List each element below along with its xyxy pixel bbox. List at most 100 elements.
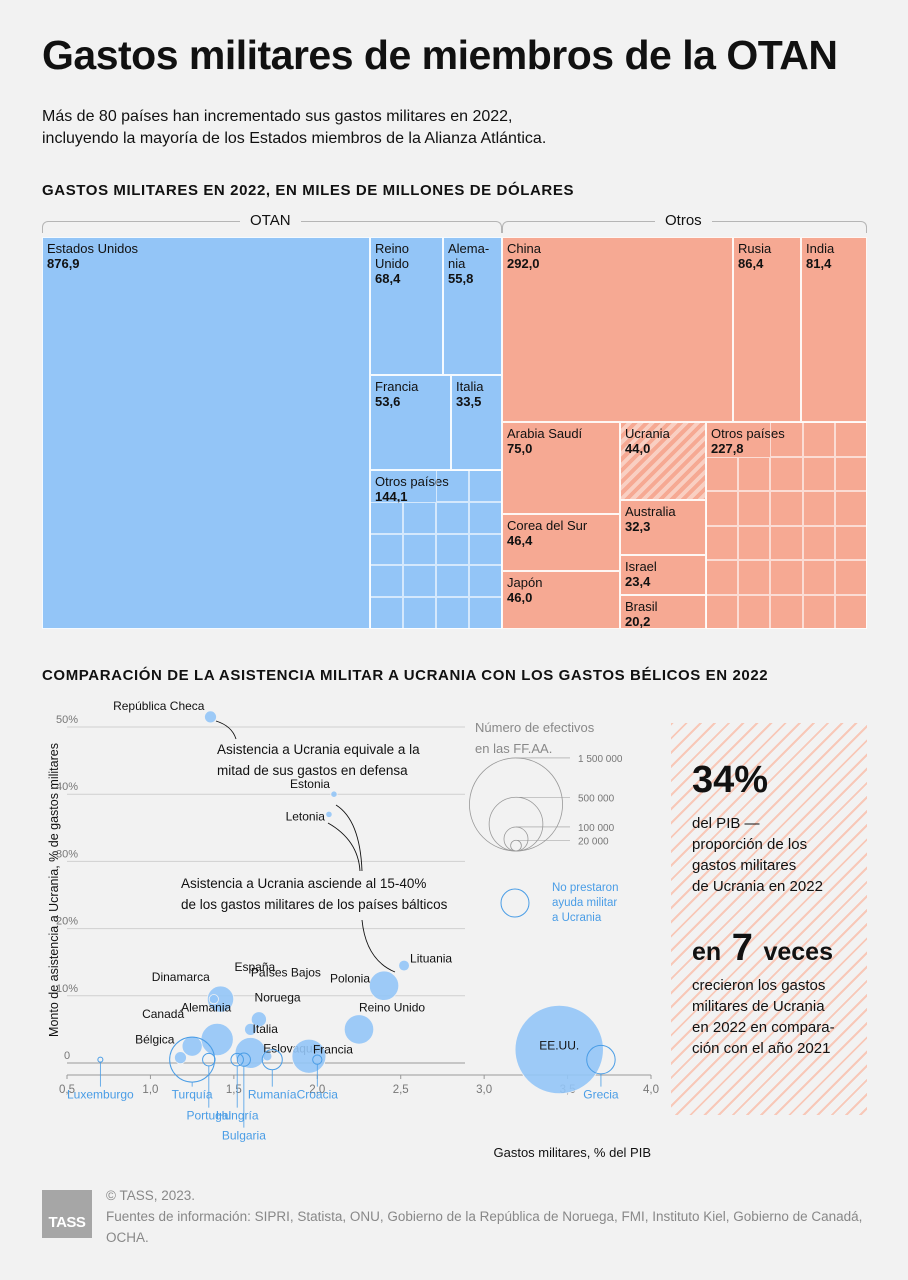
x-tick-label: 1,0 [142, 1084, 158, 1096]
data-point [398, 959, 410, 972]
no-aid-point [202, 1052, 216, 1067]
x-tick-label: 1,5 [226, 1084, 242, 1096]
legend-size-circle [510, 839, 522, 852]
y-tick-label: 40% [56, 781, 78, 793]
x-tick-label: 2,0 [309, 1084, 325, 1096]
treemap-subcell-nato [436, 470, 469, 502]
treemap-title: GASTOS MILITARES EN 2022, EN MILES DE MI… [42, 182, 575, 199]
treemap-cell-france: Francia 53,6 [370, 375, 451, 470]
treemap-subcell-others [802, 560, 835, 595]
treemap-subcell-nato [436, 533, 469, 566]
treemap-cell-germany: Alema-nia 55,8 [443, 237, 502, 375]
point-label: Reino Unido [359, 1000, 425, 1014]
legend-title: en las FF.AA. [475, 741, 552, 756]
no-aid-label: Turquía [172, 1088, 213, 1102]
point-label: Italia [253, 1022, 279, 1036]
data-point [244, 1022, 257, 1036]
treemap-cell-australia: Australia 32,3 [620, 500, 706, 555]
treemap-cell-italy: Italia 33,5 [451, 375, 502, 470]
data-point [330, 790, 338, 798]
y-tick-label: 30% [56, 848, 78, 860]
treemap-subcell-others [738, 560, 771, 595]
treemap-subcell-nato [370, 597, 403, 629]
data-point [206, 985, 235, 1013]
legend-title: Número de efectivos [475, 720, 595, 735]
treemap-subcell-others [802, 456, 835, 491]
treemap-subcell-others [738, 525, 771, 560]
no-aid-label: Rumanía [248, 1088, 297, 1102]
ukraine-callout: 34% del PIB — proporción de los gastos m… [671, 723, 867, 1115]
legend-size-circle [488, 796, 544, 852]
legend-size-label: 500 000 [578, 793, 615, 804]
stat1-text: del PIB — proporción de los gastos milit… [692, 813, 862, 897]
point-label: Letonia [286, 809, 326, 823]
treemap-subcell-others [706, 560, 739, 595]
annotation-arrow [327, 822, 361, 872]
y-axis-title: Monto de asistencia a Ucrania, % de gast… [47, 743, 61, 1037]
data-point [174, 1051, 187, 1065]
treemap-subcell-nato [403, 565, 436, 598]
treemap-subcell-others [834, 456, 867, 491]
spending-treemap: Estados Unidos 876,9 Reino Unido 68,4 Alem… [42, 237, 867, 629]
point-label: España [235, 960, 276, 974]
treemap-subcell-others [802, 491, 835, 526]
stat1-line: proporción de los [692, 836, 808, 853]
no-aid-label: Bulgaria [222, 1129, 266, 1143]
treemap-subcell-nato [436, 501, 469, 534]
treemap-cell-japan: Japón 46,0 [502, 571, 620, 629]
treemap-subcell-others [834, 594, 867, 629]
treemap-subcell-others [706, 456, 739, 491]
data-point [250, 1011, 267, 1028]
treemap-subcell-nato [469, 597, 502, 629]
treemap-subcell-nato [370, 565, 403, 598]
aid-scatter-chart: 010%20%30%40%50%0,51,01,52,02,53,03,54,0… [47, 699, 659, 1160]
y-tick-label: 50% [56, 714, 78, 726]
treemap-cell-china: China 292,0 [502, 237, 733, 422]
annotation-czech: mitad de sus gastos en defensa [217, 763, 408, 778]
stat2-prefix: en [692, 938, 722, 966]
treemap-subcell-nato [469, 470, 502, 502]
treemap-subcell-nato [436, 565, 469, 598]
treemap-subcell-nato [403, 597, 436, 629]
treemap-subcell-others [770, 560, 803, 595]
data-point [368, 970, 400, 1001]
no-aid-label: Luxemburgo [67, 1088, 134, 1102]
data-point [204, 710, 217, 724]
point-label: Noruega [255, 990, 301, 1004]
treemap-subcell-others [834, 422, 867, 457]
others-group-label: Otros [655, 212, 712, 229]
treemap-subcell-others [706, 594, 739, 629]
treemap-cell-ukraine: Ucrania 44,0 [620, 422, 706, 500]
stat2-line: crecieron los gastos [692, 977, 826, 994]
x-tick-label: 3,0 [476, 1084, 492, 1096]
sources: Fuentes de información: SIPRI, Statista,… [106, 1209, 863, 1245]
point-label: Francia [313, 1042, 353, 1056]
treemap-cell-saudi-arabia: Arabia Saudí 75,0 [502, 422, 620, 514]
treemap-subcell-nato [469, 565, 502, 598]
treemap-cell-south-korea: Corea del Sur 46,4 [502, 514, 620, 571]
stat2-number: 7 [731, 927, 753, 969]
subtitle: Más de 80 países han incrementado sus ga… [42, 106, 642, 150]
y-tick-label: 10% [56, 983, 78, 995]
treemap-subcell-others [834, 491, 867, 526]
treemap-cell-israel: Israel 23,4 [620, 555, 706, 595]
no-aid-label: Croacia [297, 1088, 339, 1102]
nato-group-label: OTAN [240, 212, 301, 229]
data-point [200, 1022, 234, 1057]
no-aid-point [97, 1056, 104, 1063]
legend-no-aid-label: No prestaron [552, 882, 618, 894]
point-label: Dinamarca [152, 970, 210, 984]
point-label: República Checa [113, 699, 205, 713]
data-point [343, 1014, 375, 1045]
treemap-subcell-others [802, 525, 835, 560]
stat2-suffix: veces [763, 938, 833, 966]
treemap-subcell-others [738, 491, 771, 526]
treemap-subcell-others [770, 422, 803, 457]
data-point [234, 1037, 267, 1069]
point-label: Países Bajos [251, 965, 321, 979]
legend-no-aid-circle [500, 888, 530, 918]
treemap-cell-russia: Rusia 86,4 [733, 237, 801, 422]
treemap-subcell-nato [436, 597, 469, 629]
stat1-line: del PIB — [692, 815, 760, 832]
point-label: Polonia [330, 972, 370, 986]
